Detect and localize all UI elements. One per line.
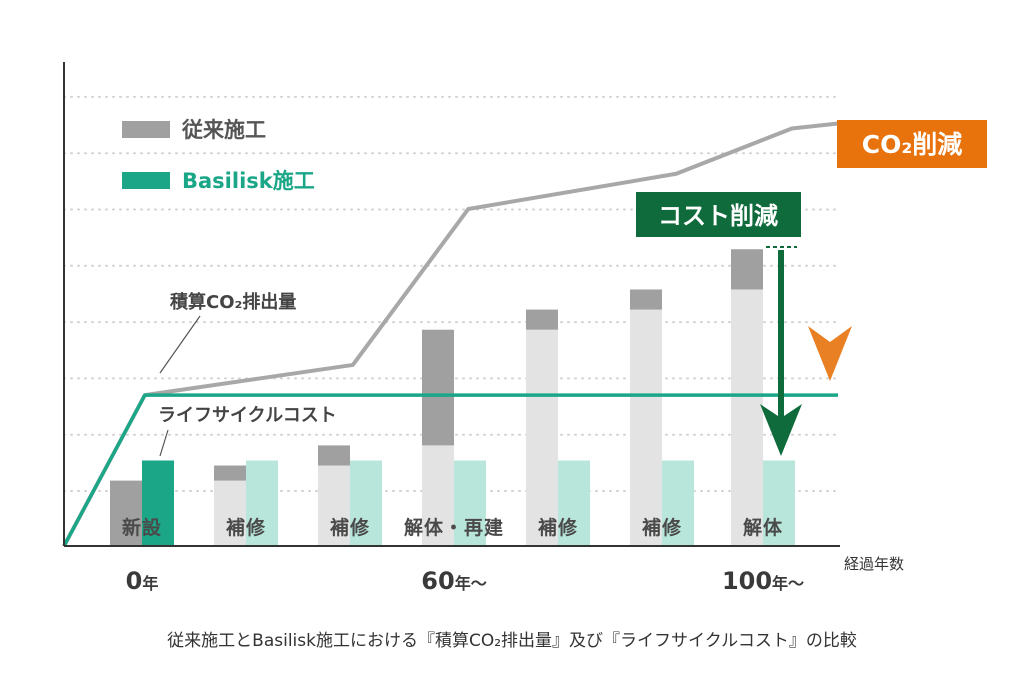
bar-conventional-base (630, 309, 662, 546)
bar-basilisk (454, 460, 486, 546)
x-tick-labels: 0年 60年～ 100年～ (126, 567, 804, 595)
legend-label: 従来施工 (181, 118, 266, 142)
bar-conventional-increment (422, 329, 454, 446)
bar-basilisk (662, 460, 694, 546)
cost-reduction-arrow-head (760, 404, 802, 456)
cost-reduction-label: コスト削減 (658, 202, 778, 230)
bar-basilisk (558, 460, 590, 546)
bar-conventional-base (318, 465, 350, 546)
bar-conventional-base (731, 289, 763, 546)
leader-line (159, 315, 201, 374)
annotation-lifecycle-cost-label: ライフサイクルコスト (158, 405, 337, 426)
x-tick-label: 60年～ (421, 567, 486, 595)
category-labels: 新設 補修 補修 解体・再建 補修 補修 解体 (122, 516, 783, 539)
co2-reduction-arrow-head (808, 326, 852, 381)
bar-conventional-increment (731, 249, 763, 290)
category-label: 補修 (537, 516, 578, 539)
bar-conventional-base (422, 445, 454, 546)
category-label: 解体 (743, 516, 783, 539)
category-label: 補修 (329, 516, 370, 539)
x-tick-label: 0年 (126, 567, 159, 595)
legend: 従来施工 Basilisk施工 (122, 118, 315, 193)
co2-reduction-badge (837, 120, 987, 168)
bar-conventional-increment (318, 445, 350, 466)
bar-conventional-base (110, 480, 142, 546)
line-basilisk-co2 (62, 393, 838, 547)
bar-conventional-increment (214, 465, 246, 481)
bar-conventional-base (526, 329, 558, 546)
bar-conventional-increment (630, 289, 662, 310)
legend-swatch (122, 172, 170, 189)
bar-conventional-base (214, 480, 246, 546)
bar-basilisk (350, 460, 382, 546)
category-label: 解体・再建 (404, 516, 504, 539)
leader-line (159, 429, 169, 457)
bar-basilisk (763, 460, 795, 546)
bar-conventional-increment (526, 309, 558, 330)
category-label: 補修 (641, 516, 682, 539)
bar-basilisk (246, 460, 278, 546)
axes: 経過年数 (63, 62, 904, 573)
bars-layer (110, 249, 795, 546)
chart-caption: 従来施工とBasilisk施工における『積算CO₂排出量』及び『ライフサイクルコ… (167, 631, 857, 651)
legend-swatch (122, 121, 170, 138)
category-label: 補修 (225, 516, 266, 539)
bar-basilisk (142, 460, 174, 546)
category-label: 新設 (122, 516, 162, 539)
x-axis-label: 経過年数 (844, 555, 904, 573)
lines-layer (62, 121, 839, 547)
cost-reduction-badge (636, 192, 801, 237)
annotation-co2-line-label: 積算CO₂排出量 (169, 291, 296, 313)
co2-reduction-label: CO₂削減 (862, 130, 963, 159)
legend-label: Basilisk施工 (182, 169, 315, 193)
x-tick-label: 100年～ (722, 567, 804, 595)
